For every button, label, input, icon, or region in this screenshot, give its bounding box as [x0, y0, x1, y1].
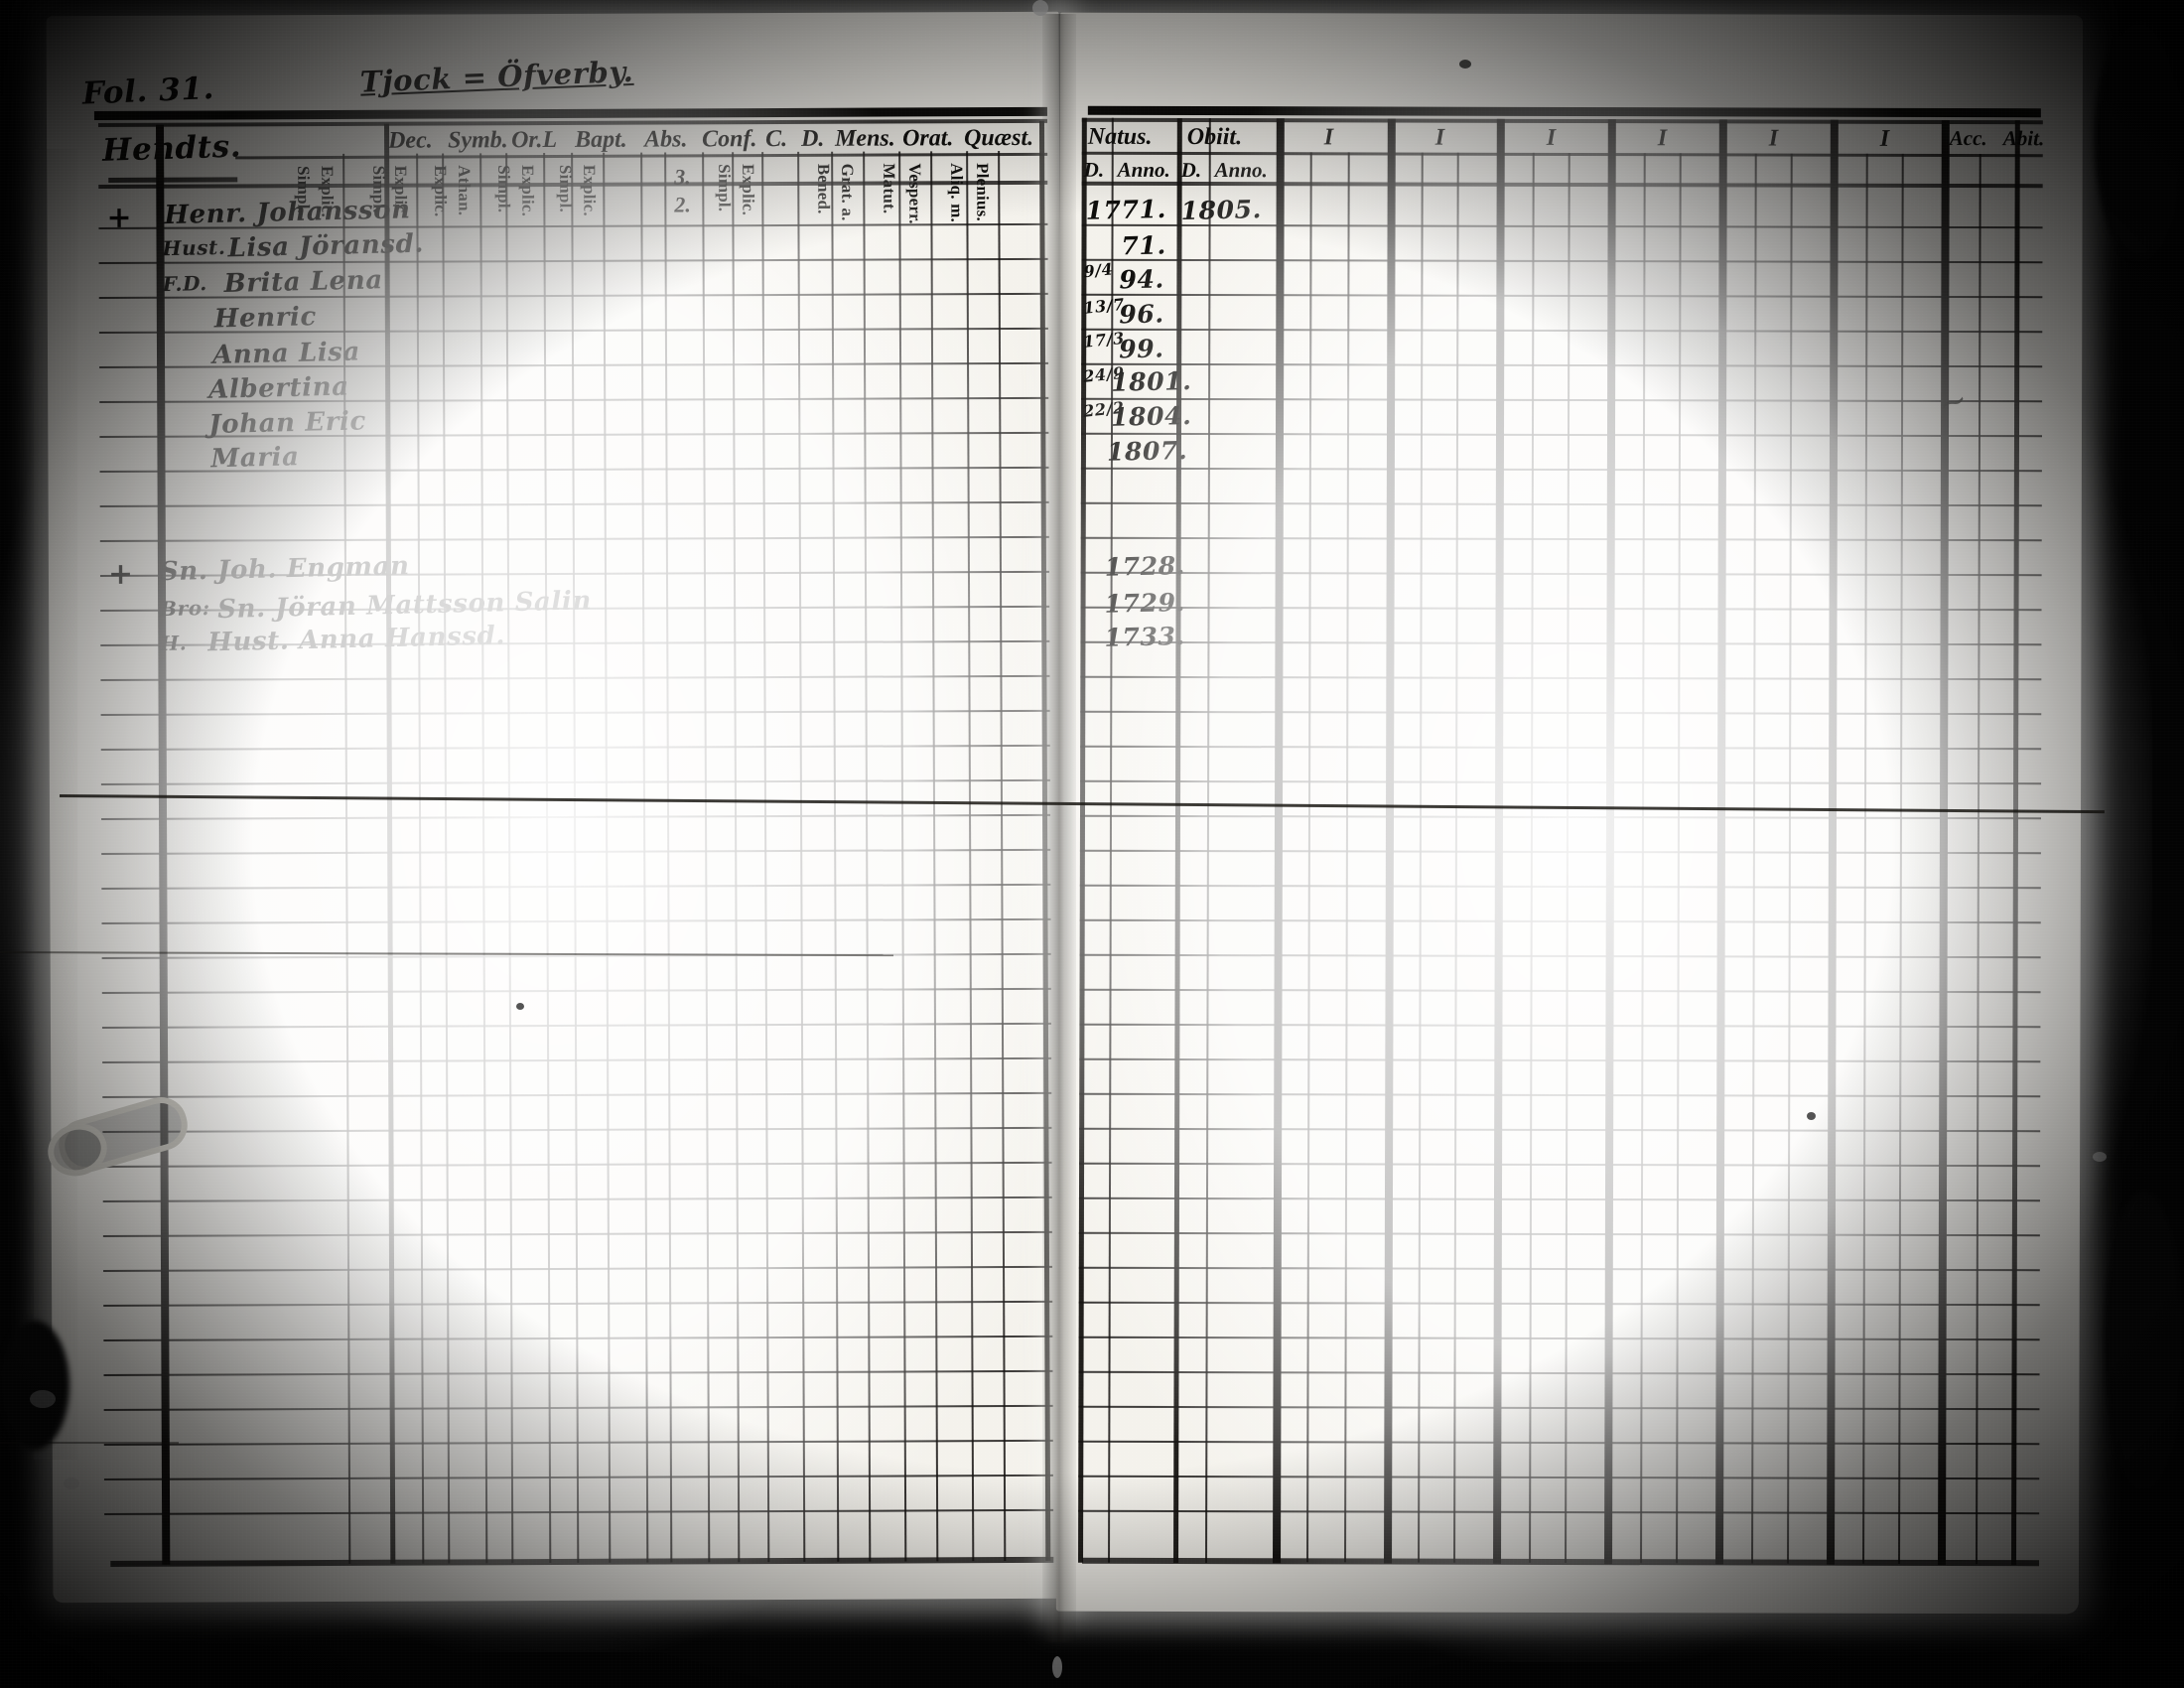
right-table-grid [1056, 13, 2083, 1615]
natus-year-12: 1729. [1104, 587, 1186, 619]
obiit-year-0: 1805. [1180, 195, 1263, 225]
subcol-c-explic: Explic. [739, 164, 758, 216]
dust-speck-5 [1032, 0, 1048, 16]
subcol-abs-simpl: Simpl. [556, 164, 576, 212]
col-header-abs: Abs. [644, 126, 688, 153]
h2-member-name-0: Sn. Joh. Engman [159, 551, 410, 588]
subcol-natus-anno: Anno. [1117, 157, 1170, 182]
ink-speck-3 [1807, 1112, 1816, 1120]
col-header-orl: Or.L [511, 126, 558, 154]
member-name-7: Maria [210, 442, 300, 475]
col-header-c: C. [765, 125, 788, 153]
subcol-quaest-aliq: Aliq. m. [947, 163, 967, 222]
dust-speck-3 [2093, 1152, 2107, 1162]
col-header-mark-6: I [1879, 125, 1890, 152]
member-name-1: Lisa Jöransd. [227, 228, 425, 264]
right-page: Natus. Obiit. D. Anno. D. Anno. I I I I … [1055, 12, 2084, 1615]
natus-year-0: 1771. [1085, 194, 1167, 225]
household-2-mark: + [107, 556, 134, 592]
member-name-6: Johan Eric [207, 406, 367, 441]
col-header-symb: Symb. [448, 127, 508, 154]
col-header-mark-5: I [1768, 125, 1779, 152]
h2-member-prefix-1: Bro: [159, 596, 210, 622]
col-header-mens: Mens. [835, 125, 895, 152]
col-header-quaest: Quæst. [964, 124, 1034, 152]
col-header-d: D. [801, 125, 825, 152]
household-1-mark: + [106, 200, 133, 235]
subcol-c-simpl: Simpl. [715, 164, 735, 212]
subcol-obiit-anno: Anno. [1214, 158, 1268, 183]
col-header-obiit: Obiit. [1186, 123, 1243, 151]
subcol-natus-d: D. [1083, 157, 1105, 182]
left-page: Fol. 31. Tjock = Öfverby. Hendts. [46, 11, 1066, 1604]
edge-blob-right-top [2095, 20, 2184, 258]
subcol-mens-bened: Bened. [814, 163, 834, 214]
natus-year-11: 1728. [1104, 550, 1186, 582]
subcol-conf-3: 3. [674, 164, 691, 190]
subcol-orl-explic: Explic. [431, 165, 451, 217]
natus-year-2: 94. [1119, 264, 1165, 295]
natus-year-4: 99. [1118, 334, 1164, 364]
col-header-acc: Acc. [1949, 125, 1987, 151]
ink-speck-2 [516, 1003, 524, 1010]
col-header-dec: Dec. [388, 127, 433, 154]
subcol-bapt-simpl: Simpl. [494, 165, 514, 213]
natus-year-13: 1733. [1104, 621, 1186, 652]
col-header-mark-3: I [1546, 124, 1557, 151]
natus-year-6: 1804. [1110, 401, 1192, 432]
edge-blob-left [0, 1321, 69, 1450]
natus-year-7: 1807. [1106, 436, 1188, 467]
page-clip [41, 1090, 206, 1184]
col-header-mark-2: I [1434, 124, 1445, 151]
dust-speck-4 [1052, 1656, 1062, 1678]
member-name-0: Henr. Johansson [164, 195, 411, 231]
col-header-mark-4: I [1657, 125, 1668, 152]
dust-speck-2 [64, 1477, 79, 1489]
col-header-natus: Natus. [1087, 123, 1153, 150]
subcol-orl-athan: Athan. [455, 165, 475, 216]
subcol-obiit-d: D. [1180, 157, 1202, 183]
member-prefix-2: F.D. [162, 271, 208, 297]
member-name-5: Albertina [207, 371, 350, 405]
col-header-conf: Conf. [702, 126, 757, 153]
col-header-bapt: Bapt. [575, 126, 627, 153]
ink-speck-1 [1459, 60, 1471, 69]
subcol-orat-vesperr: Vesperr. [905, 163, 925, 224]
col-header-abit: Abit. [2002, 126, 2045, 151]
subcol-bapt-explic: Explic. [518, 165, 538, 217]
book-gutter [1042, 14, 1076, 1642]
member-prefix-1: Hust. [162, 234, 226, 261]
natus-year-1: 71. [1121, 230, 1167, 261]
subcol-quaest-plenius: Plenius. [973, 163, 993, 221]
open-book: Fol. 31. Tjock = Öfverby. Hendts. [0, 0, 2152, 1662]
col-header-mark-1: I [1323, 124, 1334, 151]
natus-year-5: 1801. [1110, 366, 1192, 397]
member-name-3: Henric [213, 302, 318, 335]
natus-day-2: 9/4 [1082, 259, 1115, 282]
col-header-orat: Orat. [902, 125, 954, 152]
subcol-orat-matut: Matut. [880, 163, 899, 214]
member-name-2: Brita Lena [223, 265, 384, 299]
subcol-conf-2: 2. [674, 192, 691, 217]
natus-year-3: 96. [1119, 299, 1164, 330]
page-edge-shadow [34, 149, 77, 1460]
subcol-mens-grat: Grat. a. [838, 163, 858, 221]
subcol-abs-explic: Explic. [580, 164, 600, 216]
dust-speck-1 [30, 1390, 56, 1408]
edge-blob-right-bottom [2105, 1192, 2184, 1489]
h2-member-prefix-2: H. [160, 631, 188, 655]
member-name-4: Anna Lisa [211, 337, 361, 370]
